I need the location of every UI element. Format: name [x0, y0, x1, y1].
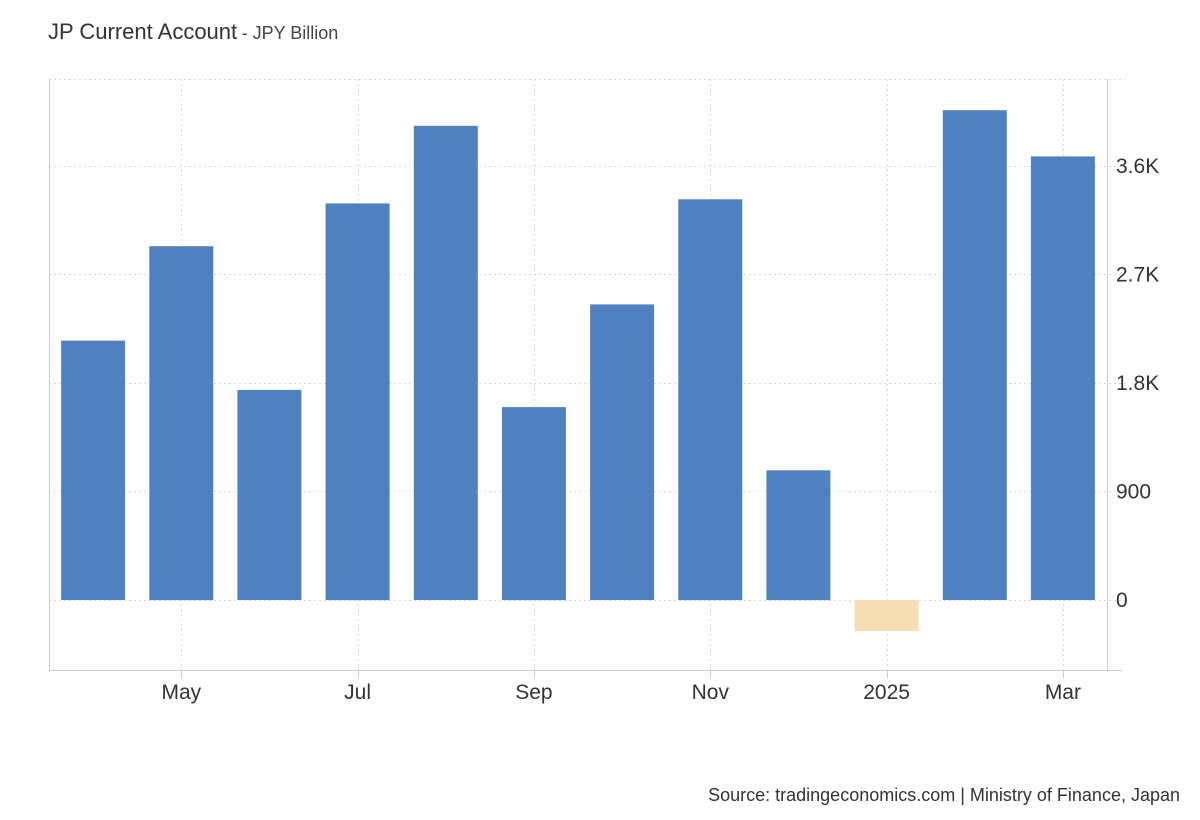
x-tick-label: 2025	[863, 681, 910, 704]
bar-chart: 0 900 1.8K 2.7K 3.6K May Jul Sep Nov 2025 Mar	[49, 79, 1159, 704]
bar-jun-2024	[237, 389, 302, 600]
chart-title-row: JP Current Account - JPY Billion	[48, 19, 338, 45]
y-tick-label: 1.8K	[1116, 372, 1159, 395]
bar-aug-2024	[413, 125, 478, 601]
x-tick-label: May	[161, 681, 201, 704]
y-tick-label: 2.7K	[1116, 263, 1159, 286]
bar-mar-2025	[1030, 156, 1095, 600]
bar-jan-2025	[854, 600, 919, 632]
x-tick-label: Sep	[515, 681, 552, 704]
bar-dec-2024	[766, 470, 831, 601]
y-tick-label: 900	[1116, 481, 1151, 504]
bar-feb-2025	[942, 110, 1007, 600]
bar-oct-2024	[590, 304, 655, 600]
y-tick-label: 3.6K	[1116, 155, 1159, 178]
bar-may-2024	[149, 246, 214, 601]
bar-apr-2024	[61, 340, 126, 600]
bar-jul-2024	[325, 203, 390, 601]
bar-sep-2024	[501, 407, 566, 601]
chart-subtitle: - JPY Billion	[241, 23, 339, 43]
bar-nov-2024	[678, 199, 743, 601]
x-tick-label: Nov	[692, 681, 730, 704]
source-note: Source: tradingeconomics.com | Ministry …	[708, 785, 1180, 805]
x-tick-label: Jul	[344, 681, 371, 704]
chart-title: JP Current Account	[48, 19, 238, 44]
y-tick-label: 0	[1116, 589, 1128, 612]
x-tick-label: Mar	[1045, 681, 1081, 704]
